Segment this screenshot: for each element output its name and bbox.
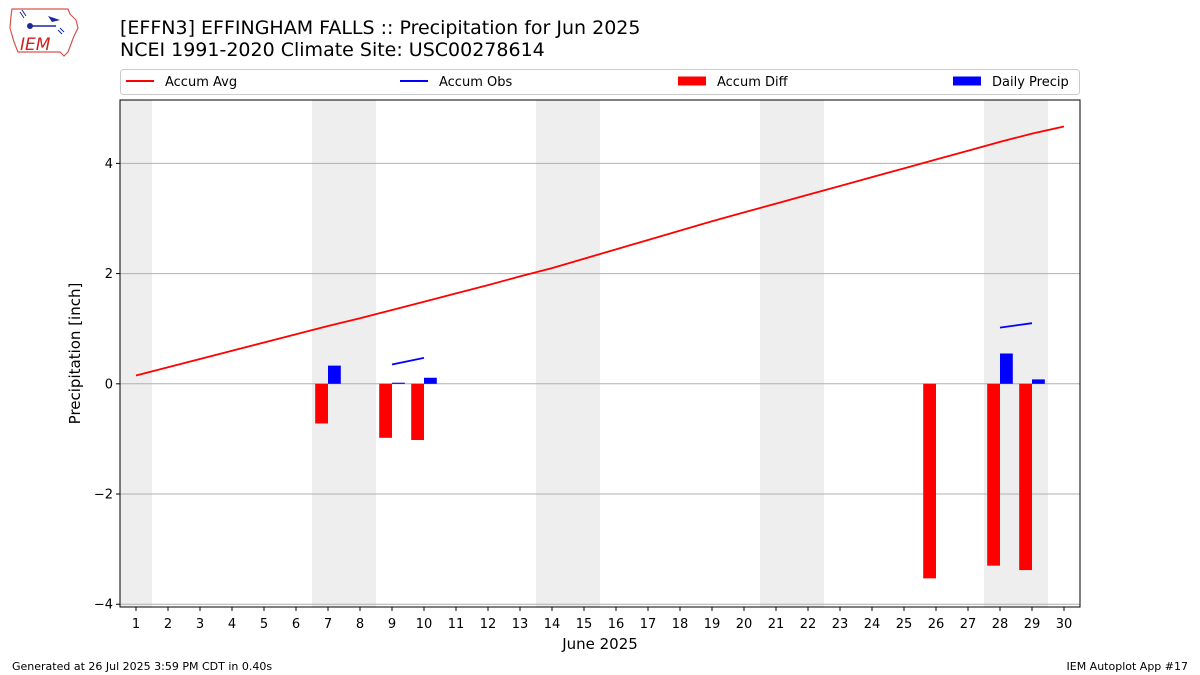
accum-diff-bar xyxy=(315,383,328,424)
y-tick-label: −4 xyxy=(94,598,113,613)
x-tick-label: 2 xyxy=(164,617,172,632)
x-tick-label: 17 xyxy=(640,617,657,632)
weekend-band xyxy=(568,100,600,607)
x-tick-label: 22 xyxy=(800,617,817,632)
weekend-band xyxy=(312,100,344,607)
daily-precip-bar xyxy=(1032,379,1045,384)
accum-avg-line xyxy=(135,125,1065,377)
weekend-band xyxy=(536,100,568,607)
chart-title: [EFFN3] EFFINGHAM FALLS :: Precipitation… xyxy=(120,17,641,39)
x-tick-label: 24 xyxy=(864,617,881,632)
legend-box xyxy=(120,69,1080,95)
x-tick-label: 25 xyxy=(896,617,913,632)
logo-text: IEM xyxy=(20,35,51,55)
legend: Accum Avg Accum Obs Accum Diff Daily Precip xyxy=(120,69,1080,95)
x-tick-label: 21 xyxy=(768,617,785,632)
iowa-map-icon: IEM xyxy=(9,8,79,57)
x-tick-label: 7 xyxy=(324,617,332,632)
x-tick-label: 16 xyxy=(608,617,625,632)
y-tick-label: −2 xyxy=(94,488,113,503)
x-tick-label: 12 xyxy=(480,617,497,632)
x-tick-label: 8 xyxy=(356,617,364,632)
legend-label: Daily Precip xyxy=(992,75,1069,90)
x-tick-label: 27 xyxy=(960,617,977,632)
x-axis-label: June 2025 xyxy=(561,635,638,653)
x-tick-label: 28 xyxy=(992,617,1009,632)
x-tick-label: 30 xyxy=(1056,617,1073,632)
legend-swatch-bar xyxy=(953,76,981,86)
plot-area xyxy=(120,100,1080,607)
daily-precip-bar xyxy=(1000,353,1013,384)
x-tick-label: 4 xyxy=(228,617,236,632)
daily-precip-bar xyxy=(424,377,437,384)
x-tick-label: 6 xyxy=(292,617,300,632)
accum-diff-bar xyxy=(987,383,1000,566)
y-tick-label: 0 xyxy=(105,377,113,392)
x-tick-label: 26 xyxy=(928,617,945,632)
x-tick-label: 23 xyxy=(832,617,849,632)
legend-label: Accum Avg xyxy=(165,75,237,90)
x-tick-label: 18 xyxy=(672,617,689,632)
daily-precip-bar xyxy=(328,365,341,384)
weekend-band xyxy=(760,100,792,607)
generated-timestamp: Generated at 26 Jul 2025 3:59 PM CDT in … xyxy=(12,660,273,673)
x-tick-label: 10 xyxy=(416,617,433,632)
x-tick-label: 11 xyxy=(448,617,465,632)
app-credit: IEM Autoplot App #17 xyxy=(1066,660,1189,673)
accum-diff-bar xyxy=(1019,383,1032,571)
chart-subtitle: NCEI 1991-2020 Climate Site: USC00278614 xyxy=(120,39,545,61)
x-tick-label: 19 xyxy=(704,617,721,632)
legend-label: Accum Diff xyxy=(717,75,789,90)
x-tick-label: 5 xyxy=(260,617,268,632)
weekend-band xyxy=(792,100,824,607)
accum-obs-line xyxy=(391,357,425,366)
legend-swatch-bar xyxy=(678,76,706,86)
y-tick-label: 4 xyxy=(105,157,113,172)
accum-diff-bar xyxy=(923,383,936,579)
x-tick-label: 20 xyxy=(736,617,753,632)
iem-logo: IEM xyxy=(8,6,80,58)
x-tick-label: 1 xyxy=(132,617,140,632)
plot-frame xyxy=(119,99,1081,608)
accum-diff-bar xyxy=(411,383,424,441)
daily-precip-bar xyxy=(392,382,405,384)
legend-label: Accum Obs xyxy=(439,75,512,90)
accum-diff-bar xyxy=(379,383,392,438)
x-tick-label: 3 xyxy=(196,617,204,632)
y-tick-label: 2 xyxy=(105,267,113,282)
accum-obs-line xyxy=(999,322,1033,329)
weekend-band xyxy=(120,100,152,607)
y-axis-label: Precipitation [inch] xyxy=(66,283,84,425)
x-tick-label: 9 xyxy=(388,617,396,632)
weekend-band xyxy=(344,100,376,607)
x-tick-label: 29 xyxy=(1024,617,1041,632)
x-tick-label: 14 xyxy=(544,617,561,632)
x-tick-label: 13 xyxy=(512,617,529,632)
x-tick-label: 15 xyxy=(576,617,593,632)
